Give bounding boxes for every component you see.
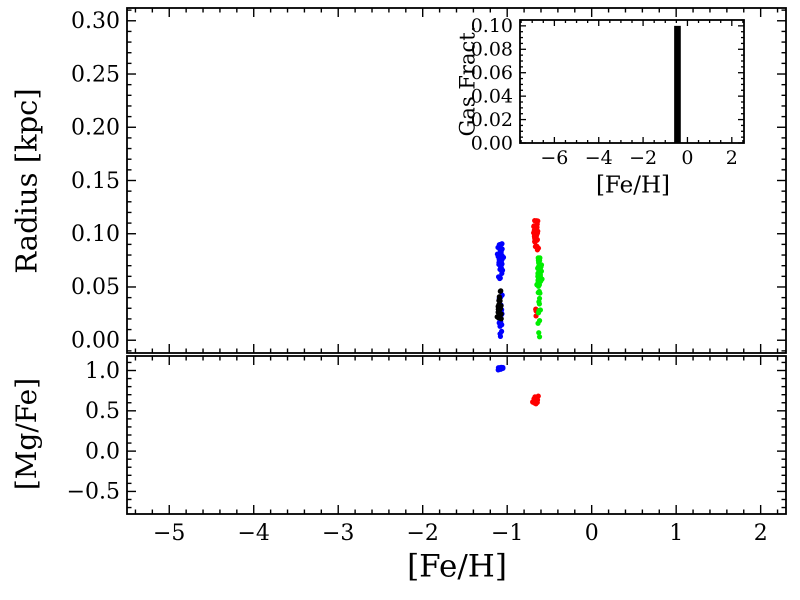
x-tick-label: −3 <box>322 521 354 546</box>
scatter-point <box>533 399 539 405</box>
x-tick-label: −4 <box>237 521 269 546</box>
y-tick-label: 0.0 <box>85 439 120 464</box>
y-tick-label: 0.10 <box>71 222 120 247</box>
scatter-point <box>499 328 505 334</box>
scatter-point <box>534 228 540 234</box>
bottom-data-group <box>495 364 541 407</box>
scatter-point <box>535 289 541 296</box>
y-tick-label: 0.02 <box>471 109 513 131</box>
inset-xlabel: [Fe/H] <box>595 172 671 199</box>
bottom-ticks <box>127 356 786 514</box>
scatter-point <box>494 314 500 320</box>
scatter-point <box>535 310 542 316</box>
y-tick-label: 0.10 <box>471 15 513 37</box>
scatter-point <box>497 251 503 257</box>
x-tick-label: −6 <box>540 147 568 169</box>
scatter-point <box>498 365 504 371</box>
x-tick-label: −4 <box>585 147 613 169</box>
scatter-point <box>497 310 503 316</box>
y-tick-label: 0.20 <box>71 116 120 141</box>
y-tick-label: 0.30 <box>71 9 120 34</box>
histogram-bar <box>674 25 681 143</box>
scatter-point <box>495 274 502 280</box>
x-tick-label: 0 <box>681 147 693 169</box>
scatter-point <box>536 295 543 302</box>
inset-panel-background <box>520 20 744 143</box>
top-ylabel: Radius [kpc] <box>9 88 44 274</box>
scatter-point <box>532 239 538 245</box>
inset-data-group <box>674 25 681 143</box>
inset-ticks <box>520 19 744 144</box>
scatter-point <box>496 256 502 263</box>
y-tick-label: 0.00 <box>71 329 120 354</box>
y-tick-label: 0.5 <box>85 399 120 424</box>
scatter-point <box>536 273 543 279</box>
x-tick-label: −2 <box>629 147 657 169</box>
x-tick-label: −2 <box>406 521 438 546</box>
top-data-group <box>494 218 545 340</box>
y-tick-label: 0.05 <box>71 275 120 300</box>
scatter-point <box>538 263 544 270</box>
y-tick-label: 0.08 <box>471 39 513 61</box>
bottom-ylabel: [Mg/Fe] <box>10 377 43 491</box>
x-tick-label: 2 <box>726 147 738 169</box>
top-ticks <box>127 8 786 353</box>
scatter-point <box>536 301 543 307</box>
scatter-point <box>535 277 541 283</box>
y-tick-label: −0.5 <box>67 480 120 505</box>
scatter-point <box>537 255 543 261</box>
scatter-point <box>532 243 539 250</box>
scatter-point <box>536 330 542 336</box>
inset-ylabel: Gas Fract. <box>455 25 480 137</box>
y-tick-label: 0.25 <box>71 62 120 87</box>
scatter-point <box>497 243 503 249</box>
x-tick-label: 0 <box>585 521 599 546</box>
y-tick-label: 0.00 <box>471 132 513 154</box>
x-tick-label: −1 <box>491 521 523 546</box>
x-tick-label: 2 <box>754 521 768 546</box>
scatter-point <box>498 262 504 268</box>
scatter-point <box>498 288 504 294</box>
scatter-point <box>536 334 543 340</box>
scatter-point <box>532 218 538 224</box>
scatter-point <box>497 295 503 301</box>
scatter-point <box>497 303 503 309</box>
y-tick-label: 0.04 <box>471 85 513 107</box>
main-xlabel: [Fe/H] <box>407 548 507 585</box>
scatter-point <box>538 268 545 274</box>
x-tick-label: −5 <box>153 521 185 546</box>
scatter-point <box>535 393 541 399</box>
scatter-point <box>533 233 539 239</box>
y-tick-label: 0.15 <box>71 169 120 194</box>
y-tick-label: 1.0 <box>85 359 120 384</box>
y-tick-label: 0.06 <box>471 62 513 84</box>
x-tick-label: 1 <box>669 521 683 546</box>
scatter-point <box>497 321 504 327</box>
scatter-point <box>536 318 543 324</box>
bottom-panel-background <box>127 356 786 514</box>
